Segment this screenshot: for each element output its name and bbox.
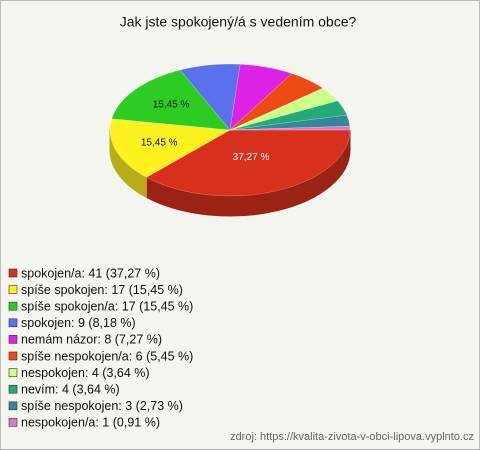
legend-swatch bbox=[8, 301, 18, 311]
legend-swatch bbox=[8, 318, 18, 328]
legend-swatch bbox=[8, 384, 18, 394]
slice bbox=[229, 63, 293, 131]
slice bbox=[229, 87, 339, 131]
legend-label: nemám názor: 8 (7,27 %) bbox=[21, 333, 162, 347]
slice bbox=[145, 129, 351, 197]
slice-label: 15,45 % bbox=[141, 137, 178, 148]
legend-label: spíše nespokojen: 3 (2,73 %) bbox=[21, 399, 183, 413]
slice bbox=[229, 114, 351, 131]
legend-swatch bbox=[8, 418, 18, 427]
source: zdroj: https://kvalita-zivota-v-obci-lip… bbox=[230, 431, 474, 443]
legend-label: nevím: 4 (3,64 %) bbox=[21, 382, 120, 396]
legend-label: spokojen: 9 (8,18 %) bbox=[21, 316, 136, 330]
legend-label: spíše spokojen: 17 (15,45 %) bbox=[21, 283, 183, 297]
slice bbox=[179, 63, 241, 131]
slice bbox=[229, 73, 324, 131]
legend-label: spíše spokojen/a: 17 (15,45 %) bbox=[21, 299, 193, 313]
slice-label: 37,27 % bbox=[233, 152, 270, 163]
slice bbox=[109, 118, 231, 178]
slice bbox=[111, 69, 231, 131]
legend-swatch bbox=[8, 335, 18, 344]
legend-swatch bbox=[8, 268, 18, 278]
legend-swatch bbox=[8, 401, 18, 411]
legend-label: nespokojen: 4 (3,64 %) bbox=[21, 366, 150, 380]
slice bbox=[229, 125, 351, 131]
legend-label: nespokojen/a: 1 (0,91 %) bbox=[21, 416, 160, 430]
slice bbox=[229, 100, 348, 131]
legend-swatch bbox=[8, 285, 18, 294]
legend-label: spokojen/a: 41 (37,27 %) bbox=[21, 266, 160, 280]
slice-label: 15,45 % bbox=[153, 100, 190, 111]
legend-swatch bbox=[8, 368, 18, 377]
legend-label: spíše nespokojen/a: 6 (5,45 %) bbox=[21, 349, 193, 363]
legend-swatch bbox=[8, 351, 18, 361]
chart-title: Jak jste spokojený/á s vedením obce? bbox=[120, 14, 357, 30]
